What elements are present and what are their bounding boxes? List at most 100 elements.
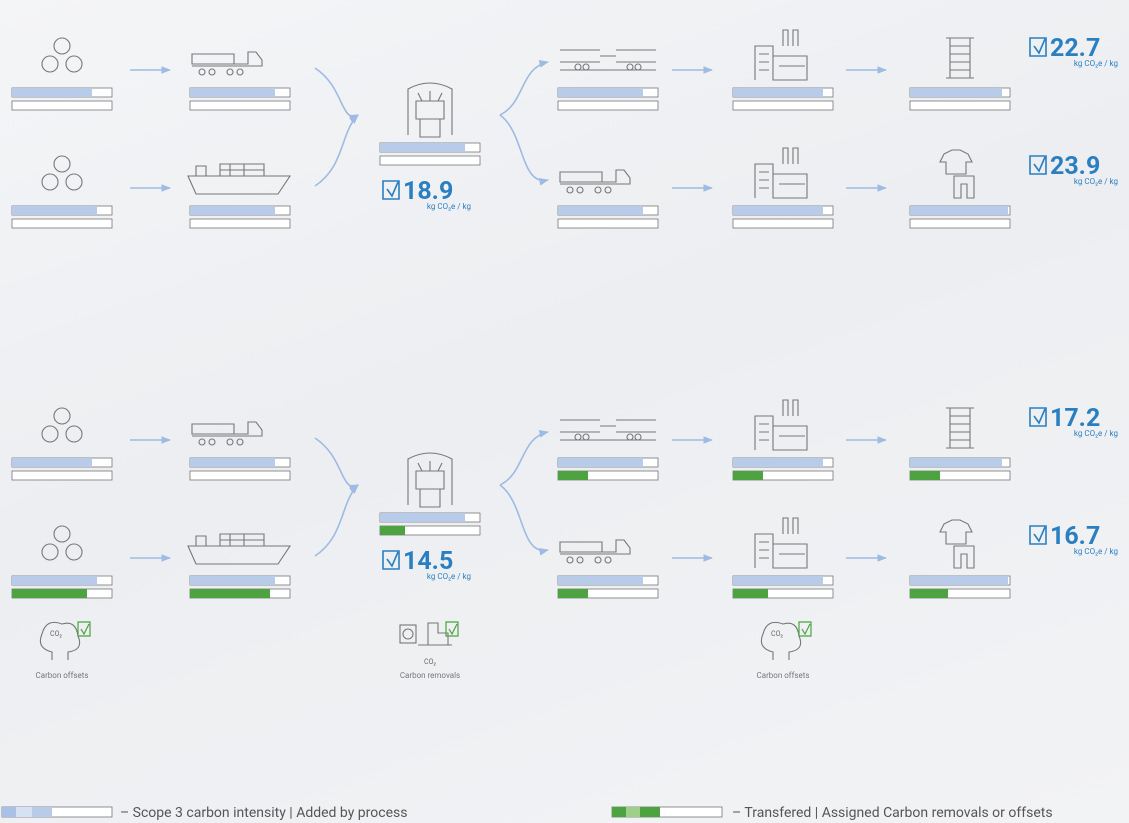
legend: – Scope 3 carbon intensity | Added by pr… (2, 805, 1053, 821)
icon-factory (755, 518, 807, 568)
icon-stroke (188, 164, 290, 194)
icon-spin (408, 83, 452, 137)
check-icon (1030, 38, 1046, 56)
icon-stroke (400, 625, 416, 643)
icon-stroke (42, 174, 58, 190)
bar-green (733, 471, 763, 480)
icon-text: CO₂ (424, 658, 436, 666)
bar-track (733, 101, 833, 110)
icon-stroke (583, 64, 589, 70)
bar-fill (190, 458, 275, 467)
offset-icon (40, 622, 79, 660)
icon-stroke (627, 64, 633, 70)
arrow (500, 62, 548, 115)
icon-factory (755, 30, 807, 80)
bar-fill (910, 206, 1008, 215)
bar-fill (558, 206, 643, 215)
check-icon (383, 181, 399, 199)
icon-stroke (940, 150, 974, 198)
bar-track (190, 219, 290, 228)
icon-stroke (408, 83, 452, 137)
icon-stroke (227, 69, 233, 75)
icon-stroke (66, 544, 82, 560)
offset-icon (761, 622, 800, 660)
icon-stroke (946, 38, 974, 78)
icon-stroke (209, 439, 215, 445)
icon-text: CO₂ (771, 630, 783, 638)
icon-stroke (605, 187, 611, 193)
icon-stroke (583, 434, 589, 440)
caption: Carbon offsets (757, 671, 810, 680)
icon-stroke (635, 434, 641, 440)
result-unit: kg CO₂e / kg (427, 572, 471, 581)
icon-stroke (237, 69, 243, 75)
bar-track (733, 219, 833, 228)
icon-stroke (403, 629, 413, 639)
icon-cotton (42, 408, 82, 442)
icon-stroke (946, 408, 974, 448)
icon-stroke (66, 426, 82, 442)
icon-ship (188, 534, 290, 564)
bar-track (910, 219, 1010, 228)
bar-fill (910, 88, 1002, 97)
result-unit: kg CO₂e / kg (427, 202, 471, 211)
icon-stroke (42, 56, 58, 72)
arrow (315, 115, 358, 186)
icon-stroke (567, 557, 573, 563)
icon-stroke (227, 439, 233, 445)
bar-track (558, 101, 658, 110)
icon-stroke (567, 187, 573, 193)
icon-stroke (199, 439, 205, 445)
bar-track (12, 219, 112, 228)
bar-fill (380, 513, 465, 522)
icon-garment (940, 520, 974, 568)
icon-stroke (560, 540, 630, 554)
icon-stroke (761, 622, 800, 660)
icon-truck (192, 422, 262, 445)
icon-stroke (560, 420, 656, 440)
bar-track (910, 101, 1010, 110)
icon-factory (755, 400, 807, 450)
bar-track (380, 156, 480, 165)
icon-stroke (627, 434, 633, 440)
result-unit: kg CO₂e / kg (1074, 59, 1118, 68)
icon-stroke (755, 30, 807, 80)
legend-text: – Transfered | Assigned Carbon removals … (732, 805, 1053, 821)
icon-stroke (755, 148, 807, 198)
icon-stroke (199, 69, 205, 75)
icon-stroke (595, 187, 601, 193)
icon-spin (408, 453, 452, 507)
icon-stroke (577, 557, 583, 563)
icon-stroke (54, 156, 70, 172)
icon-stroke (40, 622, 79, 660)
icon-truck (560, 170, 630, 193)
arrow (315, 438, 358, 486)
icon-stroke (54, 408, 70, 424)
bar-fill (12, 458, 92, 467)
icon-stroke (66, 174, 82, 190)
icon-stroke (940, 520, 974, 568)
bar-green (12, 589, 87, 598)
bar-fill (190, 88, 275, 97)
bar-fill (558, 576, 643, 585)
bar-green (733, 589, 768, 598)
bar-fill (733, 88, 823, 97)
bar-fill (380, 143, 465, 152)
arrow (315, 68, 358, 116)
icon-stroke (575, 64, 581, 70)
check-icon (1030, 526, 1046, 544)
icon-rail (560, 420, 656, 440)
icon-stroke (42, 426, 58, 442)
bar-green (910, 471, 940, 480)
bar-fill (190, 206, 275, 215)
bar-green (910, 589, 948, 598)
result-unit: kg CO₂e / kg (1074, 429, 1118, 438)
check-icon (78, 622, 90, 636)
icon-stroke (408, 453, 452, 507)
result-unit: kg CO₂e / kg (1074, 547, 1118, 556)
bar-fill (12, 206, 97, 215)
bar-fill (910, 576, 1008, 585)
bar-track (190, 471, 290, 480)
check-icon (799, 622, 811, 636)
icon-stroke (188, 534, 290, 564)
